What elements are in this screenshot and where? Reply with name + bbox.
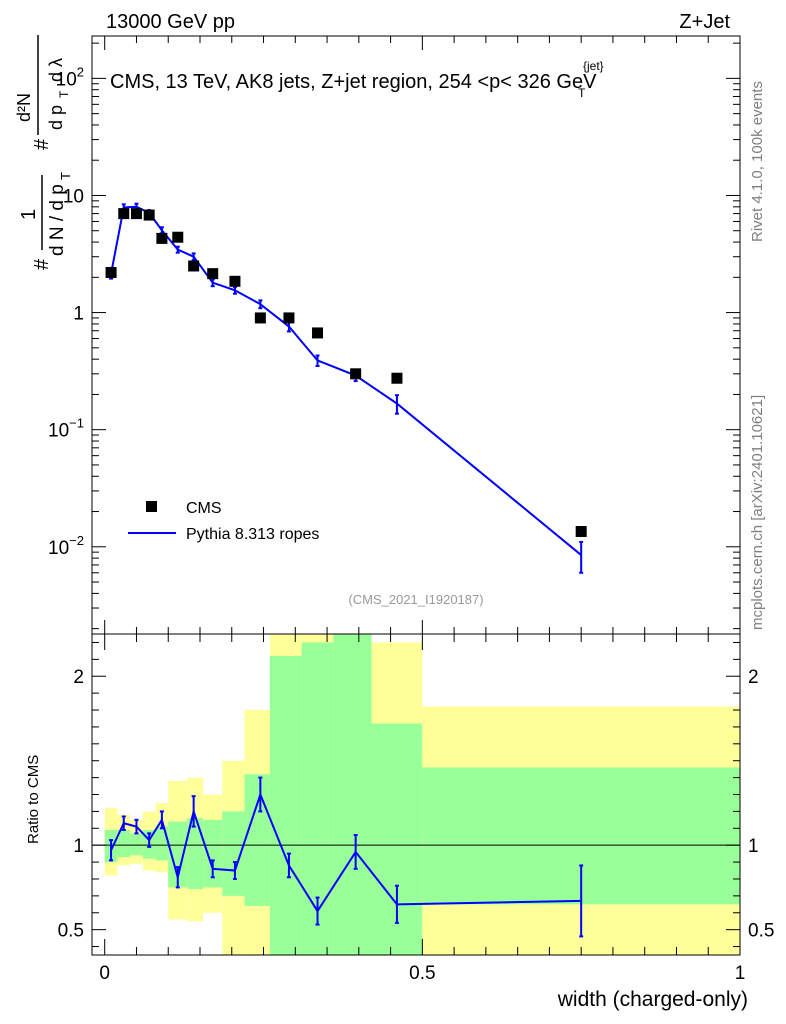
rivet-version-label: Rivet 4.1.0, 100k events	[749, 81, 766, 242]
cms-data-point	[143, 209, 155, 221]
uncertainty-band-inner	[155, 826, 169, 861]
uncertainty-band-inner	[130, 833, 143, 856]
uncertainty-band-inner	[187, 818, 204, 890]
cms-data-point	[130, 208, 142, 220]
cms-data-point	[312, 327, 324, 339]
uncertainty-band-inner	[168, 821, 188, 888]
x-tick-label: 1	[735, 963, 746, 984]
main-y-tick-label: 10	[63, 186, 84, 207]
cms-data-point	[207, 268, 219, 280]
uncertainty-band-inner	[203, 819, 223, 888]
ratio-y-tick-label-right: 1	[748, 836, 759, 857]
legend-cms-label: CMS	[186, 500, 222, 517]
ratio-y-tick-label-right: 0.5	[748, 921, 774, 942]
x-tick-label: 0	[99, 963, 110, 984]
main-panel: 10−2 10−1 1 10 102 CMS, 13 TeV, AK8 jets, Z+j…	[48, 35, 741, 635]
x-axis-label: width (charged-only)	[557, 988, 748, 1011]
uncertainty-band-inner	[269, 655, 302, 955]
cms-data-point	[350, 368, 362, 380]
title-superscript: {jet}	[583, 59, 604, 73]
cms-data-point	[575, 526, 587, 538]
mc-series-line	[110, 205, 582, 556]
ratio-y-tick-label: 1	[73, 836, 84, 857]
process-label: Z+Jet	[679, 11, 730, 33]
svg-text:T: T	[58, 172, 73, 180]
cms-data-point	[283, 312, 295, 324]
svg-text:#: #	[31, 138, 53, 150]
svg-text:1: 1	[18, 209, 40, 220]
main-y-tick-label: 10−1	[48, 416, 84, 442]
title-subscript: T	[578, 86, 586, 100]
cms-data-point	[188, 260, 200, 272]
legend-cms-marker	[146, 501, 157, 512]
main-y-axis-label: # 1 d N / d p T # d²N d p T d λ	[14, 35, 73, 270]
svg-text:d λ: d λ	[46, 58, 66, 82]
ratio-frame	[91, 633, 741, 956]
svg-text:d p: d p	[46, 105, 66, 130]
legend-mc-label: Pythia 8.313 ropes	[186, 526, 319, 543]
cms-data-point	[229, 275, 241, 287]
cms-data-point	[118, 208, 130, 220]
cms-data-point	[172, 231, 184, 243]
main-title: CMS, 13 TeV, AK8 jets, Z+jet region, 254…	[110, 71, 597, 93]
cms-data-point	[254, 312, 266, 324]
ratio-y-tick-label: 2	[73, 667, 84, 688]
energy-label: 13000 GeV pp	[106, 11, 235, 33]
svg-text:T: T	[57, 90, 71, 98]
main-y-tick-label: 1	[73, 304, 84, 325]
cms-data-point	[105, 266, 117, 278]
uncertainty-band-inner	[244, 774, 270, 907]
main-frame	[91, 35, 741, 635]
cms-data-point	[391, 372, 403, 384]
svg-text:d²N: d²N	[14, 93, 34, 122]
main-y-tick-label: 102	[56, 64, 84, 90]
svg-text:#: #	[31, 258, 53, 270]
uncertainty-band-inner	[117, 829, 131, 858]
svg-text:d N / d p: d N / d p	[47, 184, 68, 256]
cms-data-point	[156, 232, 168, 244]
ratio-y-tick-label-right: 2	[748, 667, 759, 688]
mcplots-source-label: mcplots.cern.ch [arXiv:2401.10621]	[749, 395, 766, 630]
main-y-tick-label: 10−2	[48, 533, 84, 559]
x-tick-label: 0.5	[409, 963, 435, 984]
analysis-id-label: (CMS_2021_I1920187)	[348, 592, 483, 607]
uncertainty-band-inner	[222, 811, 245, 896]
ratio-y-tick-label: 0.5	[58, 921, 84, 942]
uncertainty-band-inner	[333, 634, 372, 955]
ratio-y-axis-label: Ratio to CMS	[25, 755, 42, 844]
